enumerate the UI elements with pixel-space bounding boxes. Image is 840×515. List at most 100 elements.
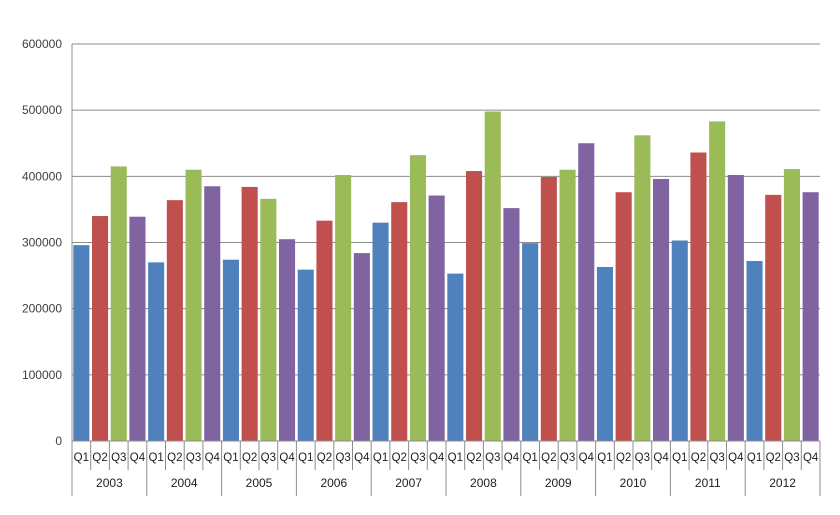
year-label: 2003: [96, 476, 123, 490]
quarter-label: Q1: [522, 452, 537, 464]
bar-2008-q2: [466, 171, 483, 442]
bar-2007-q3: [409, 155, 426, 441]
quarter-label: Q2: [92, 452, 107, 464]
quarter-label: Q1: [672, 452, 687, 464]
bar-2007-q2: [391, 202, 408, 441]
bar-2008-q1: [447, 273, 464, 441]
bar-2012-q4: [802, 192, 819, 441]
bar-2007-q4: [428, 195, 445, 441]
bar-2010-q1: [596, 266, 613, 441]
bar-2010-q3: [634, 135, 651, 441]
y-tick-label: 300000: [22, 236, 62, 250]
bar-2012-q2: [765, 194, 782, 441]
bar-2007-q1: [372, 222, 389, 441]
quarter-label: Q1: [223, 452, 238, 464]
quarter-label: Q2: [466, 452, 481, 464]
year-label: 2004: [171, 476, 198, 490]
y-tick-label: 100000: [22, 368, 62, 382]
quarter-label: Q1: [747, 452, 762, 464]
quarter-label: Q3: [186, 452, 201, 464]
bar-2005-q3: [260, 198, 277, 441]
quarter-label: Q2: [242, 452, 257, 464]
bar-2005-q4: [279, 239, 296, 441]
bar-2011-q1: [671, 240, 688, 441]
year-label: 2010: [620, 476, 647, 490]
y-tick-label: 400000: [22, 169, 62, 183]
bar-2012-q1: [746, 261, 763, 441]
bar-2005-q1: [222, 259, 239, 441]
quarter-label: Q1: [448, 452, 463, 464]
quarter-label: Q4: [205, 452, 221, 464]
bar-2003-q1: [73, 245, 90, 441]
quarter-label: Q2: [317, 452, 332, 464]
quarter-label: Q4: [354, 452, 370, 464]
quarter-label: Q4: [429, 452, 445, 464]
quarter-label: Q3: [784, 452, 799, 464]
quarter-label: Q4: [579, 452, 595, 464]
quarter-label: Q1: [597, 452, 612, 464]
bar-2010-q2: [615, 192, 632, 441]
bar-2009-q2: [540, 177, 557, 441]
quarter-label: Q3: [560, 452, 575, 464]
year-label: 2008: [470, 476, 497, 490]
quarter-label: Q3: [111, 452, 126, 464]
bar-2010-q4: [653, 178, 670, 442]
quarter-label: Q2: [167, 452, 182, 464]
year-label: 2012: [769, 476, 796, 490]
bar-2011-q3: [709, 121, 726, 441]
bar-2004-q3: [185, 169, 202, 441]
bar-2005-q2: [241, 186, 258, 441]
gridlines: [72, 43, 820, 376]
axes: [71, 44, 821, 496]
quarter-label: Q4: [803, 452, 819, 464]
bar-2011-q2: [690, 152, 707, 441]
quarter-label: Q2: [616, 452, 631, 464]
quarter-label: Q3: [485, 452, 500, 464]
bar-2009-q1: [522, 243, 539, 441]
bar-2008-q4: [503, 208, 520, 441]
quarter-label: Q2: [541, 452, 556, 464]
bar-2006-q1: [297, 269, 314, 441]
quarter-label: Q1: [373, 452, 388, 464]
quarter-label: Q4: [653, 452, 669, 464]
year-label: 2011: [695, 476, 721, 490]
quarter-label: Q4: [279, 452, 295, 464]
quarter-label: Q3: [335, 452, 350, 464]
bar-2006-q4: [353, 253, 370, 441]
bar-2003-q3: [110, 166, 127, 441]
year-label: 2007: [395, 476, 422, 490]
quarter-label: Q3: [261, 452, 276, 464]
quarter-label: Q2: [691, 452, 706, 464]
bar-2004-q1: [148, 262, 165, 441]
quarter-label: Q3: [410, 452, 425, 464]
quarter-label: Q3: [635, 452, 650, 464]
quarter-label: Q1: [298, 452, 313, 464]
bar-2004-q2: [166, 200, 183, 441]
bar-2003-q2: [92, 216, 109, 441]
bar-2008-q3: [484, 111, 501, 442]
bar-2003-q4: [129, 216, 146, 441]
year-label: 2005: [246, 476, 273, 490]
year-label: 2009: [545, 476, 572, 490]
y-axis-tick-labels: 0 100000 200000 300000 400000 500000 600000: [22, 37, 62, 448]
quarter-label: Q4: [728, 452, 744, 464]
y-tick-label: 0: [55, 434, 62, 448]
quarter-label: Q1: [148, 452, 163, 464]
y-tick-label: 600000: [22, 37, 62, 51]
quarter-label: Q4: [504, 452, 520, 464]
bar-2004-q4: [204, 186, 221, 441]
y-tick-label: 200000: [22, 302, 62, 316]
quarter-label: Q1: [74, 452, 89, 464]
y-tick-label: 500000: [22, 103, 62, 117]
quarter-label: Q2: [392, 452, 407, 464]
bar-2011-q4: [727, 175, 744, 441]
quarter-label: Q4: [130, 452, 146, 464]
quarter-label: Q3: [709, 452, 724, 464]
bars: [73, 111, 819, 442]
bar-2006-q2: [316, 220, 333, 441]
bar-2006-q3: [335, 175, 352, 441]
bar-2009-q3: [559, 169, 576, 441]
bar-2012-q3: [783, 169, 800, 441]
